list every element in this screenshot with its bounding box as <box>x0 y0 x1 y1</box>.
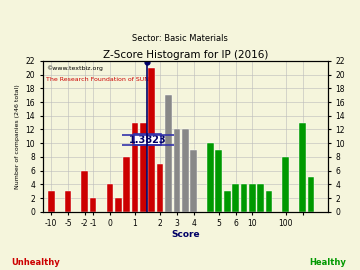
Bar <box>299 123 306 212</box>
FancyBboxPatch shape <box>134 134 161 145</box>
Bar <box>132 123 138 212</box>
Bar <box>115 198 122 212</box>
Text: The Research Foundation of SUNY: The Research Foundation of SUNY <box>46 77 153 82</box>
Bar <box>140 123 147 212</box>
Bar <box>165 95 172 212</box>
Title: Z-Score Histogram for IP (2016): Z-Score Histogram for IP (2016) <box>103 50 268 60</box>
Bar <box>174 130 180 212</box>
Bar <box>81 171 88 212</box>
Text: Healthy: Healthy <box>309 258 346 266</box>
X-axis label: Score: Score <box>171 230 199 239</box>
Bar <box>64 191 71 212</box>
Bar <box>308 177 314 212</box>
Bar <box>182 130 189 212</box>
Bar <box>283 157 289 212</box>
Text: 1.3823: 1.3823 <box>129 135 166 145</box>
Bar <box>107 184 113 212</box>
Y-axis label: Number of companies (246 total): Number of companies (246 total) <box>15 84 20 189</box>
Bar <box>215 150 222 212</box>
Text: Sector: Basic Materials: Sector: Basic Materials <box>132 34 228 43</box>
Bar <box>207 143 214 212</box>
Bar <box>257 184 264 212</box>
Bar <box>48 191 55 212</box>
Bar <box>266 191 273 212</box>
Bar <box>157 164 163 212</box>
Bar <box>123 157 130 212</box>
Bar <box>249 184 256 212</box>
Bar <box>148 68 155 212</box>
Bar <box>240 184 247 212</box>
Text: Unhealthy: Unhealthy <box>12 258 60 266</box>
Bar <box>232 184 239 212</box>
Text: ©www.textbiz.org: ©www.textbiz.org <box>46 65 103 71</box>
Bar <box>224 191 230 212</box>
Bar <box>90 198 96 212</box>
Bar <box>190 150 197 212</box>
